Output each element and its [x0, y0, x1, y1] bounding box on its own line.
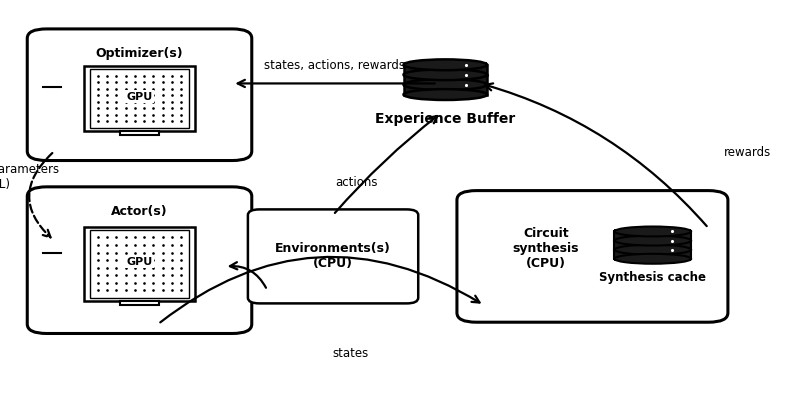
Bar — [404, 72, 487, 87]
Text: actions: actions — [335, 176, 378, 189]
Ellipse shape — [404, 59, 487, 70]
Ellipse shape — [615, 254, 691, 264]
Ellipse shape — [404, 69, 487, 80]
Text: NN parameters
(NCCL): NN parameters (NCCL) — [0, 164, 59, 192]
Text: Optimizer(s): Optimizer(s) — [96, 46, 183, 60]
Bar — [120, 301, 159, 305]
Text: states, actions, rewards: states, actions, rewards — [265, 59, 405, 72]
Ellipse shape — [615, 245, 691, 255]
Ellipse shape — [404, 89, 487, 100]
FancyBboxPatch shape — [248, 210, 418, 303]
FancyBboxPatch shape — [84, 66, 195, 131]
Text: GPU: GPU — [126, 92, 152, 102]
FancyBboxPatch shape — [84, 227, 195, 301]
Ellipse shape — [615, 226, 691, 236]
Ellipse shape — [615, 236, 691, 246]
FancyBboxPatch shape — [90, 230, 189, 298]
Bar — [615, 229, 691, 243]
FancyBboxPatch shape — [28, 187, 252, 334]
Text: rewards: rewards — [724, 146, 771, 160]
Bar — [404, 82, 487, 97]
Bar — [615, 247, 691, 261]
Text: Environments(s)
(CPU): Environments(s) (CPU) — [275, 242, 391, 270]
Bar — [404, 62, 487, 78]
Text: states: states — [333, 347, 369, 360]
Text: Actor(s): Actor(s) — [111, 204, 167, 218]
Text: GPU: GPU — [126, 257, 152, 267]
FancyBboxPatch shape — [457, 191, 728, 322]
FancyBboxPatch shape — [90, 69, 189, 128]
Ellipse shape — [404, 79, 487, 90]
Text: Synthesis cache: Synthesis cache — [600, 272, 706, 284]
Bar — [120, 131, 159, 135]
FancyBboxPatch shape — [28, 29, 252, 160]
Text: Experience Buffer: Experience Buffer — [375, 112, 515, 126]
Bar — [615, 238, 691, 252]
Text: Circuit
synthesis
(CPU): Circuit synthesis (CPU) — [513, 227, 579, 270]
